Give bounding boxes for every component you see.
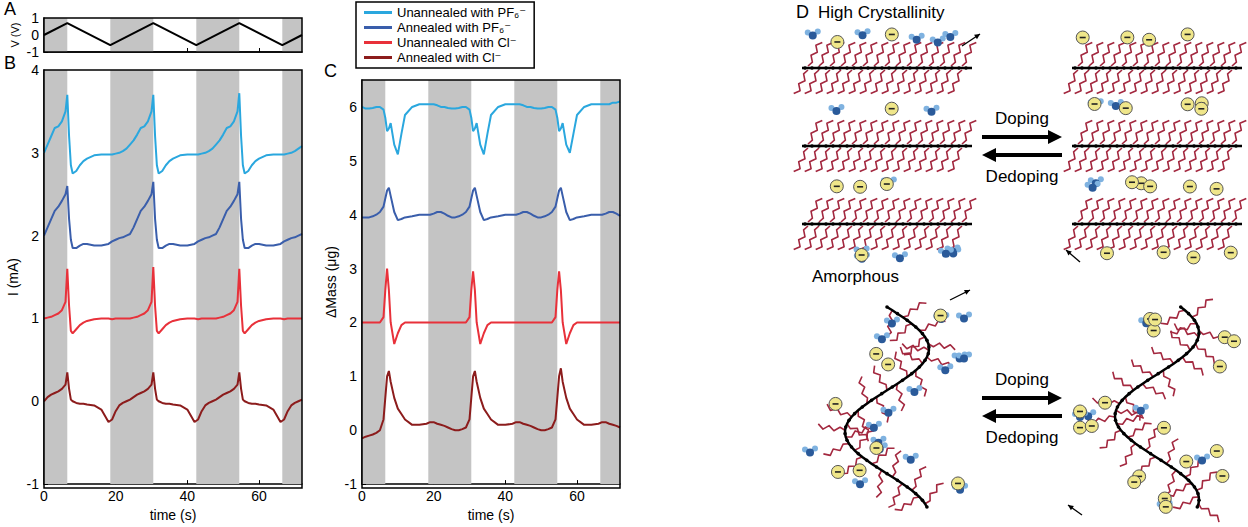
svg-text:1: 1 <box>349 368 357 384</box>
svg-text:20: 20 <box>426 488 442 504</box>
svg-text:60: 60 <box>569 488 585 504</box>
svg-text:3: 3 <box>349 261 357 277</box>
svg-text:A: A <box>4 0 16 19</box>
svg-text:40: 40 <box>498 488 514 504</box>
svg-text:4: 4 <box>349 207 357 223</box>
svg-text:time (s): time (s) <box>468 507 515 523</box>
svg-text:6: 6 <box>349 99 357 115</box>
svg-text:D: D <box>796 2 809 22</box>
svg-text:Annealed with PF₆⁻: Annealed with PF₆⁻ <box>397 20 511 35</box>
svg-text:60: 60 <box>251 488 267 504</box>
svg-text:High Crystallinity: High Crystallinity <box>818 3 945 22</box>
svg-text:Dedoping: Dedoping <box>986 167 1059 186</box>
svg-text:3: 3 <box>31 145 39 161</box>
svg-text:0: 0 <box>31 27 39 43</box>
svg-text:5: 5 <box>349 153 357 169</box>
svg-text:20: 20 <box>108 488 124 504</box>
svg-text:1: 1 <box>31 310 39 326</box>
svg-text:I (mA): I (mA) <box>5 258 21 296</box>
svg-text:ΔMass (μg): ΔMass (μg) <box>323 246 339 318</box>
svg-text:B: B <box>4 53 16 73</box>
svg-text:0: 0 <box>358 488 366 504</box>
svg-text:Unannealed with PF₆⁻: Unannealed with PF₆⁻ <box>397 5 526 20</box>
svg-text:-1: -1 <box>27 44 40 60</box>
svg-text:0: 0 <box>31 393 39 409</box>
svg-text:Amorphous: Amorphous <box>812 267 899 286</box>
svg-text:-1: -1 <box>27 476 40 492</box>
svg-text:Doping: Doping <box>995 109 1049 128</box>
svg-text:time (s): time (s) <box>150 507 197 523</box>
svg-text:-1: -1 <box>345 476 358 492</box>
svg-text:Unannealed with Cl⁻: Unannealed with Cl⁻ <box>397 35 517 50</box>
svg-text:Doping: Doping <box>995 370 1049 389</box>
svg-text:Dedoping: Dedoping <box>986 428 1059 447</box>
svg-text:40: 40 <box>180 488 196 504</box>
svg-text:V (V): V (V) <box>9 22 21 47</box>
svg-text:C: C <box>324 61 337 81</box>
svg-text:2: 2 <box>31 228 39 244</box>
svg-text:0: 0 <box>349 422 357 438</box>
svg-text:0: 0 <box>40 488 48 504</box>
svg-text:4: 4 <box>31 62 39 78</box>
svg-text:Annealed with Cl⁻: Annealed with Cl⁻ <box>397 50 501 65</box>
svg-text:1: 1 <box>31 10 39 26</box>
svg-text:2: 2 <box>349 314 357 330</box>
